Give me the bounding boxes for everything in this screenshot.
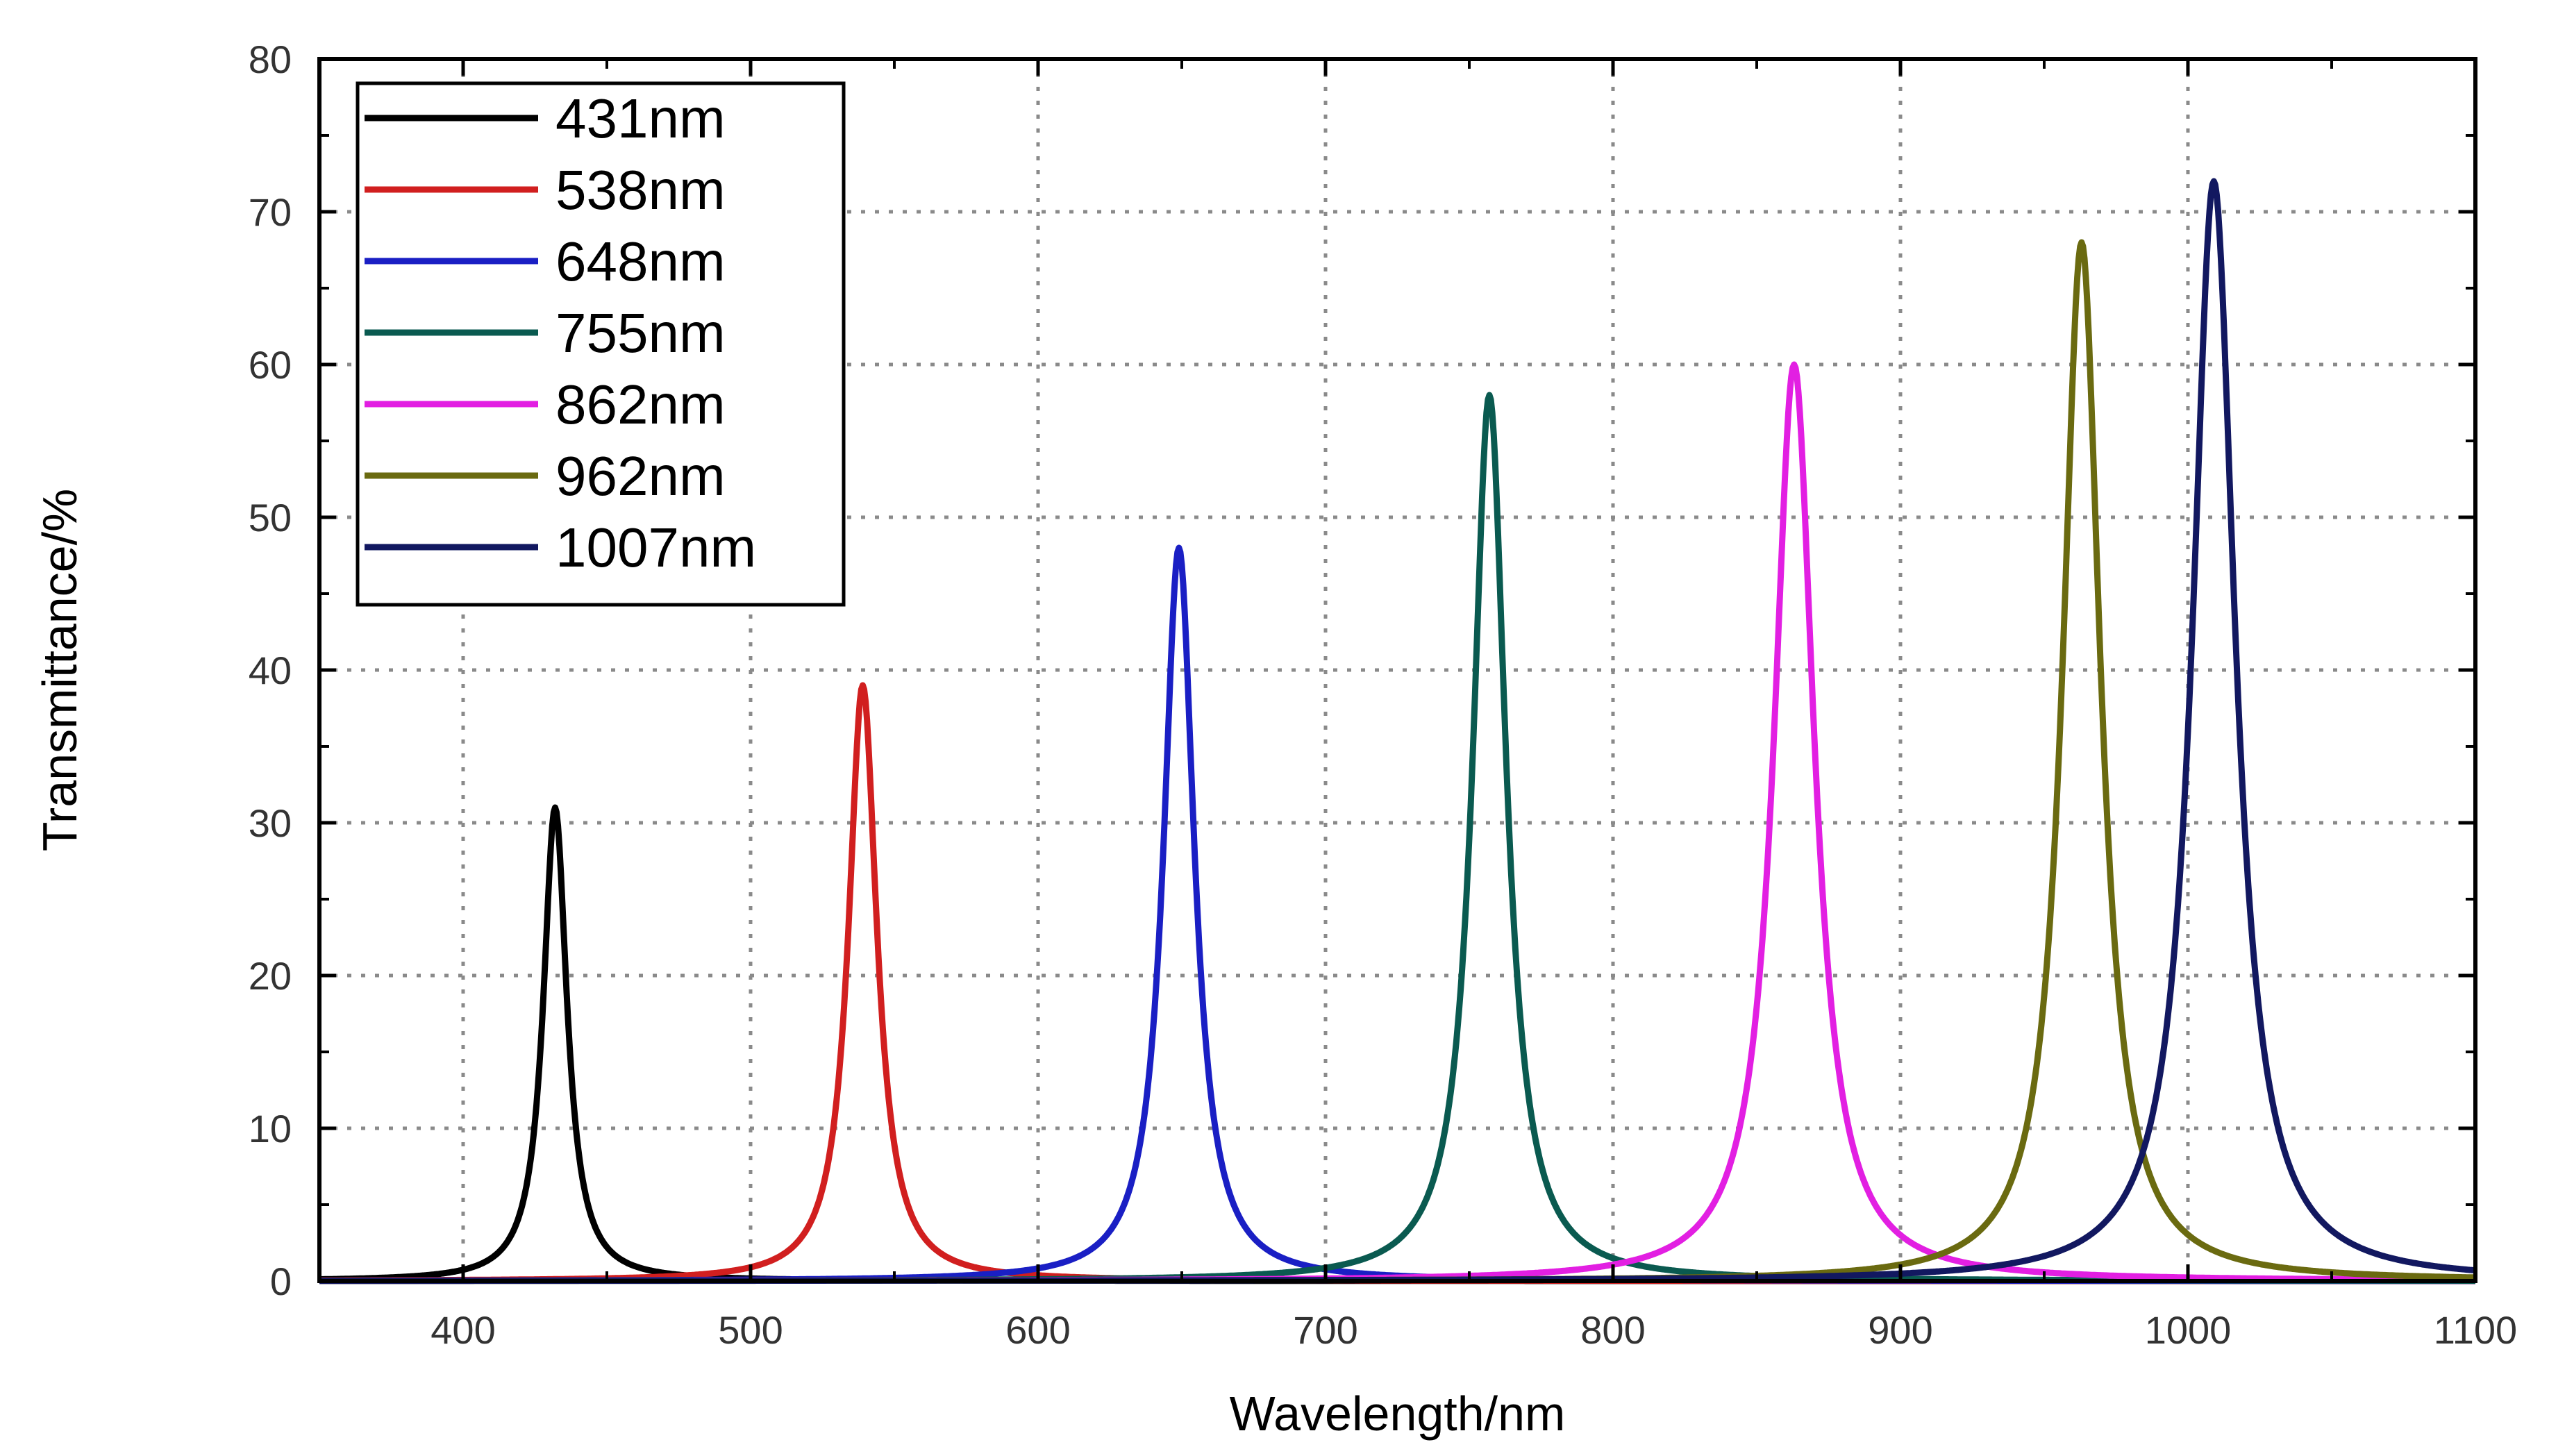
x-tick-label: 600 bbox=[1005, 1308, 1070, 1352]
legend-label: 962nm bbox=[555, 445, 726, 507]
y-tick-label: 50 bbox=[249, 496, 292, 539]
series-line-431nm bbox=[317, 804, 2477, 1285]
y-tick-label: 10 bbox=[249, 1107, 292, 1150]
x-tick-label: 500 bbox=[718, 1308, 783, 1352]
legend-box bbox=[356, 81, 846, 607]
y-tick-label: 70 bbox=[249, 190, 292, 234]
x-axis-title: Wavelength/nm bbox=[1230, 1387, 1566, 1441]
x-tick-label: 400 bbox=[431, 1308, 495, 1352]
x-tick-label: 800 bbox=[1580, 1308, 1645, 1352]
y-tick-label: 0 bbox=[270, 1260, 292, 1303]
x-tick-label: 1100 bbox=[2434, 1308, 2517, 1352]
x-tick-label: 1000 bbox=[2145, 1308, 2232, 1352]
series-line-538nm bbox=[317, 682, 2477, 1285]
y-tick-label: 80 bbox=[249, 37, 292, 81]
legend-label: 1007nm bbox=[555, 517, 756, 578]
series-line-648nm bbox=[317, 544, 2477, 1285]
y-axis-title: Transmittance/% bbox=[33, 489, 87, 852]
legend-label: 648nm bbox=[555, 231, 726, 292]
legend-label: 755nm bbox=[555, 302, 726, 364]
y-tick-label: 20 bbox=[249, 954, 292, 998]
x-tick-label: 700 bbox=[1293, 1308, 1357, 1352]
y-tick-label: 60 bbox=[249, 343, 292, 387]
legend-label: 538nm bbox=[555, 159, 726, 221]
legend-label: 431nm bbox=[555, 87, 726, 149]
legend: 431nm 538nm 648nm 755nm 862nm 962nm 1007nm bbox=[356, 81, 846, 607]
y-tick-label: 40 bbox=[249, 648, 292, 692]
tick-layer: 400 500 600 700 800 900 1000 1100 0 10 20 30 40 50 60 7… bbox=[249, 37, 2518, 1352]
legend-label: 862nm bbox=[555, 374, 726, 435]
x-tick-label: 900 bbox=[1868, 1308, 1932, 1352]
y-tick-label: 30 bbox=[249, 801, 292, 845]
